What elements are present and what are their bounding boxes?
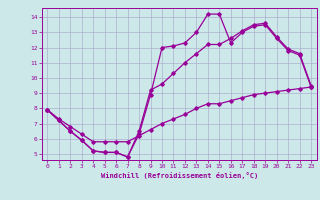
X-axis label: Windchill (Refroidissement éolien,°C): Windchill (Refroidissement éolien,°C) [100,172,258,179]
